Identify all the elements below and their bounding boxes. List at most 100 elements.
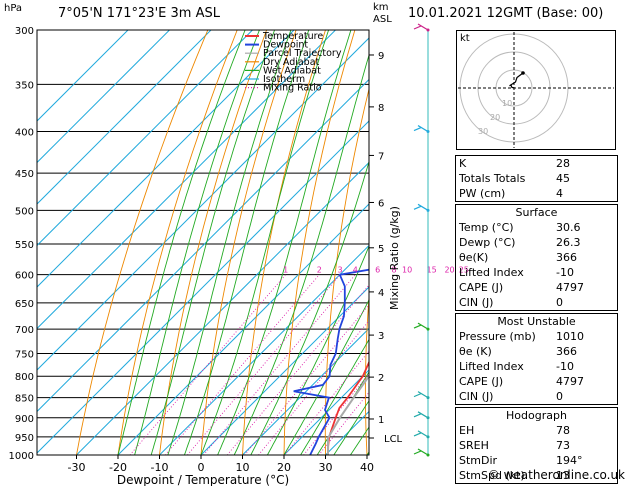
index-row: K 28 bbox=[456, 156, 617, 171]
x-axis-title: Dewpoint / Temperature (°C) bbox=[117, 473, 289, 486]
isotherm-line bbox=[37, 78, 369, 413]
indices-table: K 28 Totals Totals 45 PW (cm) 4 bbox=[455, 155, 618, 202]
dry-adiabat-line bbox=[200, 30, 297, 455]
temperature-tick-label: 30 bbox=[319, 461, 333, 474]
temperature-profile bbox=[327, 360, 369, 455]
legend-label: Parcel Trajectory bbox=[263, 48, 342, 59]
surface-label: CAPE (J) bbox=[459, 281, 504, 294]
hodograph-unit: kt bbox=[460, 33, 470, 44]
surface-table: Surface Temp (°C) 30.6 Dewp (°C) 26.3 θe(K) 3… bbox=[455, 204, 618, 311]
legend-label: Mixing Ratio bbox=[263, 83, 322, 94]
wind-barb-dot bbox=[426, 416, 430, 420]
most-unstable-row: CAPE (J) 4797 bbox=[456, 374, 617, 389]
pressure-tick-label: 300 bbox=[15, 26, 34, 37]
wind-barb-dot bbox=[426, 130, 430, 134]
most-unstable-row: Pressure (mb) 1010 bbox=[456, 329, 617, 344]
most-unstable-value: -10 bbox=[556, 360, 574, 373]
indices-panel: K 28 Totals Totals 45 PW (cm) 4 Surface Temp … bbox=[455, 155, 618, 486]
most-unstable-title: Most Unstable bbox=[497, 315, 576, 328]
wind-barbs bbox=[413, 23, 430, 457]
hodograph-end-point bbox=[521, 71, 525, 75]
index-label: K bbox=[459, 157, 467, 170]
mixing-ratio-label: 3 bbox=[337, 266, 342, 275]
wind-barb bbox=[417, 448, 429, 456]
wind-barb-dot bbox=[426, 28, 430, 32]
most-unstable-label: Lifted Index bbox=[459, 360, 524, 373]
surface-row: Temp (°C) 30.6 bbox=[456, 220, 617, 235]
wet-adiabat-line bbox=[217, 30, 352, 455]
surface-label: CIN (J) bbox=[459, 296, 494, 309]
km-tick-label: 6 bbox=[378, 198, 384, 209]
mixing-ratio-line bbox=[244, 304, 369, 455]
temperature-tick-label: -10 bbox=[151, 461, 169, 474]
hodograph-stat-value: 13 bbox=[556, 469, 570, 482]
index-value: 45 bbox=[556, 172, 570, 185]
pressure-tick-label: 450 bbox=[15, 169, 34, 180]
most-unstable-label: Pressure (mb) bbox=[459, 330, 536, 343]
isotherm-line bbox=[242, 327, 369, 455]
surface-row: Lifted Index -10 bbox=[456, 265, 617, 280]
temperature-tick-label: 10 bbox=[236, 461, 250, 474]
surface-row: Dewp (°C) 26.3 bbox=[456, 235, 617, 250]
isotherm-line bbox=[37, 30, 336, 330]
pressure-tick-label: 650 bbox=[15, 299, 34, 310]
isotherm-line bbox=[283, 369, 369, 455]
surface-label: Lifted Index bbox=[459, 266, 524, 279]
wind-barb bbox=[417, 430, 429, 438]
surface-value: 366 bbox=[556, 251, 577, 264]
hodograph-stat-value: 73 bbox=[556, 439, 570, 452]
mixing-ratio-label: 10 bbox=[402, 266, 412, 275]
mixing-ratio-line bbox=[203, 274, 356, 455]
footer-credit: © weatheronline.co.uk bbox=[487, 468, 625, 482]
dry-adiabat-line bbox=[283, 30, 356, 455]
most-unstable-row: θe (K) 366 bbox=[456, 344, 617, 359]
km-tick-label: 7 bbox=[378, 151, 384, 162]
legend-label: Wet Adiabat bbox=[263, 65, 321, 76]
pressure-tick-label: 950 bbox=[15, 433, 34, 444]
legend-label: Isotherm bbox=[263, 74, 305, 85]
wind-barb-dot bbox=[426, 435, 430, 439]
wet-adiabat-line bbox=[200, 30, 330, 455]
wet-adiabat-line bbox=[117, 30, 246, 455]
wind-barb bbox=[417, 391, 429, 399]
temperature-tick-label: -30 bbox=[68, 461, 86, 474]
pressure-tick-label: 700 bbox=[15, 325, 34, 336]
wind-barb-dot bbox=[426, 396, 430, 400]
isotherm-line bbox=[37, 30, 212, 205]
mixing-ratio-label: 4 bbox=[353, 266, 358, 275]
mixing-ratio-label: 1 bbox=[283, 266, 288, 275]
legend-label: Dewpoint bbox=[263, 40, 308, 51]
dry-adiabat-line bbox=[76, 30, 209, 455]
wind-barb bbox=[417, 411, 429, 419]
mixing-ratio-label: 25 bbox=[459, 266, 469, 275]
pressure-tick-label: 400 bbox=[15, 128, 34, 139]
height-unit-km: km bbox=[373, 2, 389, 13]
km-tick-label: 8 bbox=[378, 103, 384, 114]
wind-barb-feather bbox=[413, 25, 422, 30]
mixing-ratio-axis-title: Mixing Ratio (g/kg) bbox=[388, 206, 401, 310]
hodograph-table: Hodograph EH 78 SREH 73 StmDir 194° StmSpd (kt… bbox=[455, 407, 618, 484]
index-label: Totals Totals bbox=[459, 172, 526, 185]
isotherm-line bbox=[37, 30, 129, 122]
temperature-tick-label: 20 bbox=[277, 461, 291, 474]
mixing-ratio-label: 6 bbox=[375, 266, 380, 275]
hodograph-stat-label: SREH bbox=[459, 439, 489, 452]
dry-adiabat-line bbox=[159, 30, 268, 455]
isotherm-line bbox=[37, 30, 295, 288]
index-label: PW (cm) bbox=[459, 187, 506, 200]
wet-adiabat-line bbox=[333, 399, 369, 455]
surface-value: 26.3 bbox=[556, 236, 581, 249]
wet-adiabat-line bbox=[167, 30, 292, 455]
wind-barb-dot bbox=[426, 208, 430, 212]
hodograph-stat-row: EH 78 bbox=[456, 423, 617, 438]
isotherm-line bbox=[200, 286, 369, 455]
pressure-tick-label: 850 bbox=[15, 394, 34, 405]
isotherm-line bbox=[159, 244, 369, 455]
km-tick-label: 4 bbox=[378, 288, 384, 299]
dry-adiabat-line bbox=[242, 30, 326, 455]
most-unstable-value: 1010 bbox=[556, 330, 584, 343]
dry-adiabat-line bbox=[117, 30, 238, 455]
surface-row: CIN (J) 0 bbox=[456, 295, 617, 310]
wet-adiabat-line bbox=[134, 30, 260, 455]
